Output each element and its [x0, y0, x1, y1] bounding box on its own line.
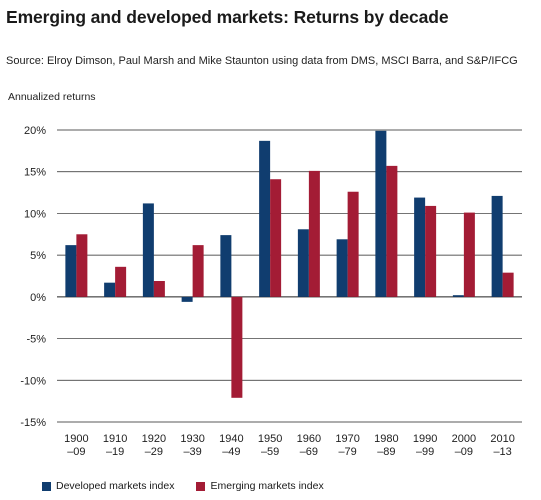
bar-developed	[104, 282, 116, 297]
bar-developed	[220, 235, 232, 297]
x-tick-label: –59	[261, 446, 279, 458]
legend-swatch-developed	[42, 481, 51, 491]
x-tick-label: –69	[300, 446, 318, 458]
x-tick-label: 2010	[490, 433, 514, 445]
bar-emerging	[308, 170, 320, 297]
x-tick-label: 1910	[103, 433, 127, 445]
y-tick-label: -10%	[20, 375, 46, 387]
legend: Developed markets index Emerging markets…	[42, 480, 346, 492]
y-tick-label: 5%	[30, 250, 46, 262]
bar-developed	[375, 130, 387, 297]
bar-developed	[414, 197, 426, 297]
bar-developed	[142, 203, 154, 297]
bar-emerging	[386, 165, 398, 297]
bar-emerging	[270, 179, 282, 297]
x-tick-label: –19	[106, 446, 124, 458]
bars	[65, 130, 514, 398]
bar-developed	[181, 296, 193, 302]
x-tick-label: 1980	[374, 433, 398, 445]
y-tick-label: 0%	[30, 292, 46, 304]
x-tick-label: –39	[183, 446, 201, 458]
bar-developed	[336, 239, 348, 297]
legend-label-emerging: Emerging markets index	[210, 480, 324, 492]
legend-label-developed: Developed markets index	[56, 480, 175, 492]
gridlines	[57, 129, 522, 423]
bar-developed	[259, 140, 271, 297]
bar-emerging	[153, 281, 165, 297]
chart-title: Emerging and developed markets: Returns …	[6, 7, 449, 27]
legend-item-emerging: Emerging markets index	[196, 480, 324, 492]
bar-emerging	[192, 245, 204, 297]
x-tick-label: 1940	[219, 433, 243, 445]
bar-developed	[297, 229, 309, 297]
x-tick-label: 1990	[413, 433, 437, 445]
bar-developed	[491, 195, 503, 297]
bar-emerging	[425, 205, 437, 297]
chart-source: Source: Elroy Dimson, Paul Marsh and Mik…	[6, 55, 518, 67]
legend-swatch-emerging	[196, 481, 206, 491]
y-tick-label: 15%	[24, 167, 46, 179]
x-tick-label: –49	[222, 446, 240, 458]
y-tick-label: -5%	[26, 334, 46, 346]
x-tick-labels: 1900–091910–191920–291930–391940–491950–…	[64, 433, 515, 458]
x-tick-label: 2000	[452, 433, 476, 445]
x-tick-label: –29	[145, 446, 163, 458]
bar-emerging	[502, 272, 514, 297]
x-tick-label: –99	[416, 446, 434, 458]
x-tick-label: 1950	[258, 433, 282, 445]
y-tick-label: -15%	[20, 417, 46, 429]
x-tick-label: –09	[455, 446, 473, 458]
bar-emerging	[347, 191, 359, 297]
bar-emerging	[115, 266, 127, 297]
x-tick-label: –89	[377, 446, 395, 458]
legend-item-developed: Developed markets index	[42, 480, 174, 492]
x-tick-label: –13	[493, 446, 511, 458]
y-tick-label: 10%	[24, 208, 46, 220]
x-tick-label: 1900	[64, 433, 88, 445]
bar-emerging	[76, 234, 88, 297]
x-tick-label: 1970	[335, 433, 359, 445]
x-tick-label: 1960	[297, 433, 321, 445]
x-tick-label: –79	[338, 446, 356, 458]
y-tick-label: 20%	[24, 125, 46, 137]
y-tick-labels: 20% 15% 10% 5% 0% -5% -10% -15%	[20, 125, 46, 429]
bar-emerging	[231, 296, 243, 398]
y-axis-label: Annualized returns	[8, 91, 96, 103]
bar-developed	[65, 245, 77, 297]
x-tick-label: 1930	[180, 433, 204, 445]
x-tick-label: –09	[67, 446, 85, 458]
bar-emerging	[463, 212, 475, 297]
bar-developed	[452, 295, 464, 297]
x-tick-label: 1920	[142, 433, 166, 445]
